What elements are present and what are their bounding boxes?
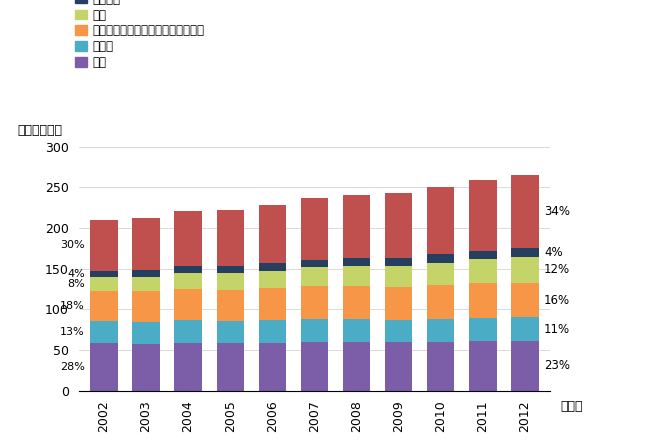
Text: 23%: 23% (544, 359, 570, 373)
Text: 34%: 34% (544, 205, 570, 218)
Bar (427, 319, 455, 342)
Bar (385, 193, 412, 258)
Legend: アジア大洋州, アフリカ, 中東, 欧州・ロシア・その他旧ソ連邦諸国, 中南米, 北米: アジア大洋州, アフリカ, 中東, 欧州・ロシア・その他旧ソ連邦諸国, 中南米,… (75, 0, 205, 69)
Bar (301, 198, 328, 260)
Bar (301, 267, 328, 286)
Bar (174, 320, 202, 343)
Bar (343, 286, 370, 319)
Bar (217, 343, 244, 391)
Bar (469, 317, 496, 341)
Bar (259, 288, 286, 320)
Bar (343, 266, 370, 286)
Bar (427, 342, 455, 391)
Bar (174, 273, 202, 289)
Text: 13%: 13% (60, 327, 85, 337)
Bar (343, 258, 370, 266)
Bar (427, 285, 455, 319)
Bar (427, 187, 455, 254)
Bar (90, 343, 117, 391)
Bar (385, 258, 412, 266)
Bar (385, 287, 412, 320)
Text: 4%: 4% (67, 269, 85, 279)
Bar (427, 254, 455, 262)
Text: 30%: 30% (60, 240, 85, 250)
Bar (385, 266, 412, 287)
Text: 16%: 16% (544, 293, 570, 307)
Bar (343, 194, 370, 258)
Text: 28%: 28% (60, 362, 85, 372)
Bar (259, 343, 286, 391)
Bar (90, 220, 117, 270)
Bar (469, 341, 496, 391)
Text: （年）: （年） (560, 400, 582, 412)
Bar (512, 317, 538, 341)
Bar (174, 343, 202, 391)
Bar (132, 270, 160, 277)
Bar (469, 250, 496, 259)
Bar (259, 205, 286, 263)
Bar (512, 248, 538, 257)
Bar (301, 260, 328, 267)
Bar (301, 342, 328, 391)
Bar (132, 344, 160, 391)
Bar (90, 278, 117, 291)
Bar (259, 270, 286, 288)
Bar (132, 322, 160, 344)
Bar (385, 342, 412, 391)
Bar (132, 291, 160, 322)
Bar (385, 320, 412, 342)
Bar (301, 319, 328, 342)
Bar (217, 290, 244, 321)
Text: 18%: 18% (60, 301, 85, 311)
Bar (343, 319, 370, 342)
Bar (132, 218, 160, 270)
Bar (217, 274, 244, 290)
Bar (90, 321, 117, 343)
Bar (217, 210, 244, 266)
Bar (301, 286, 328, 319)
Text: （百万トン）: （百万トン） (17, 124, 62, 137)
Text: 8%: 8% (67, 279, 85, 289)
Text: 12%: 12% (544, 263, 570, 277)
Bar (217, 321, 244, 343)
Bar (427, 262, 455, 285)
Bar (174, 289, 202, 320)
Bar (174, 266, 202, 273)
Bar (90, 270, 117, 278)
Bar (469, 180, 496, 250)
Text: 4%: 4% (544, 246, 563, 259)
Bar (512, 341, 538, 391)
Bar (174, 211, 202, 266)
Bar (469, 283, 496, 317)
Bar (217, 266, 244, 274)
Bar (132, 277, 160, 291)
Bar (512, 175, 538, 248)
Bar (343, 342, 370, 391)
Bar (512, 257, 538, 283)
Bar (469, 259, 496, 283)
Bar (90, 291, 117, 321)
Bar (259, 320, 286, 343)
Bar (259, 263, 286, 270)
Bar (512, 283, 538, 317)
Text: 11%: 11% (544, 323, 570, 336)
